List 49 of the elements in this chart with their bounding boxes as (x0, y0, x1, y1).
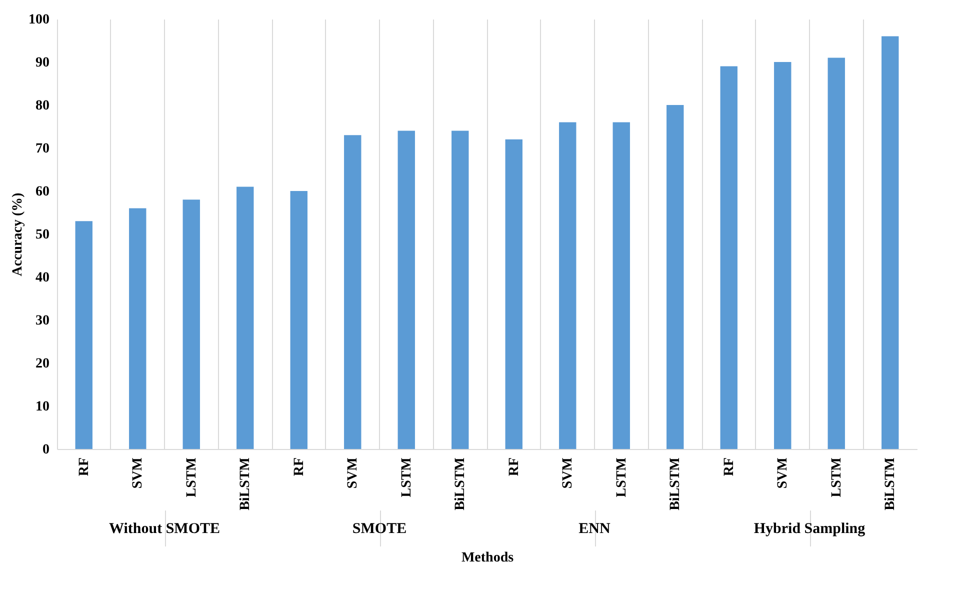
bar (75, 221, 92, 449)
y-tick-label: 70 (36, 142, 50, 156)
bar (129, 208, 146, 449)
x-axis-title: Methods (461, 550, 514, 566)
text: Without SMOTE (109, 521, 220, 537)
text: Hybrid Sampling (754, 521, 866, 537)
y-tick-label: 100 (28, 12, 50, 28)
x-tick-label: BiLSTM (238, 458, 254, 510)
bar (666, 105, 684, 449)
y-tick-label: 60 (36, 184, 50, 200)
y-tick-label: 50 (36, 228, 50, 242)
x-tick-label: LSTM (614, 458, 630, 498)
x-tick-label: RF (506, 458, 522, 476)
bar (720, 66, 738, 449)
y-tick-label: 40 (36, 270, 50, 286)
y-tick-label: 10 (36, 400, 50, 414)
y-tick-label: 90 (36, 56, 50, 70)
y-tick-label: 80 (36, 98, 50, 114)
x-tick-label: BiLSTM (668, 458, 684, 510)
bar (882, 36, 899, 449)
y-axis-title: Accuracy (%) (10, 192, 26, 276)
bar (505, 139, 522, 449)
bar (828, 58, 845, 449)
bar (344, 135, 362, 449)
bar (236, 186, 254, 449)
x-tick-label: RF (76, 458, 92, 476)
y-tick-label: 0 (42, 442, 50, 458)
x-tick-label: BiLSTM (453, 458, 468, 510)
bar (612, 122, 630, 449)
x-tick-label: SVM (776, 458, 791, 489)
x-tick-label: LSTM (829, 458, 844, 498)
x-tick-label: SVM (130, 458, 146, 489)
x-tick-label: SVM (346, 458, 361, 489)
x-tick-label: RF (292, 458, 307, 476)
bar (559, 122, 576, 449)
y-tick-label: 20 (36, 356, 50, 372)
x-tick-label: LSTM (399, 458, 414, 498)
text: ENN (578, 521, 610, 537)
bar (398, 130, 415, 449)
bar (182, 200, 200, 449)
bar (774, 62, 792, 449)
x-tick-label: RF (722, 458, 737, 476)
bar (452, 130, 469, 449)
bar (290, 191, 308, 449)
x-tick-label: LSTM (184, 458, 200, 498)
text: SMOTE (352, 521, 407, 537)
x-tick-label: BiLSTM (883, 458, 898, 510)
y-tick-label: 30 (36, 314, 50, 328)
x-tick-label: SVM (560, 458, 576, 489)
